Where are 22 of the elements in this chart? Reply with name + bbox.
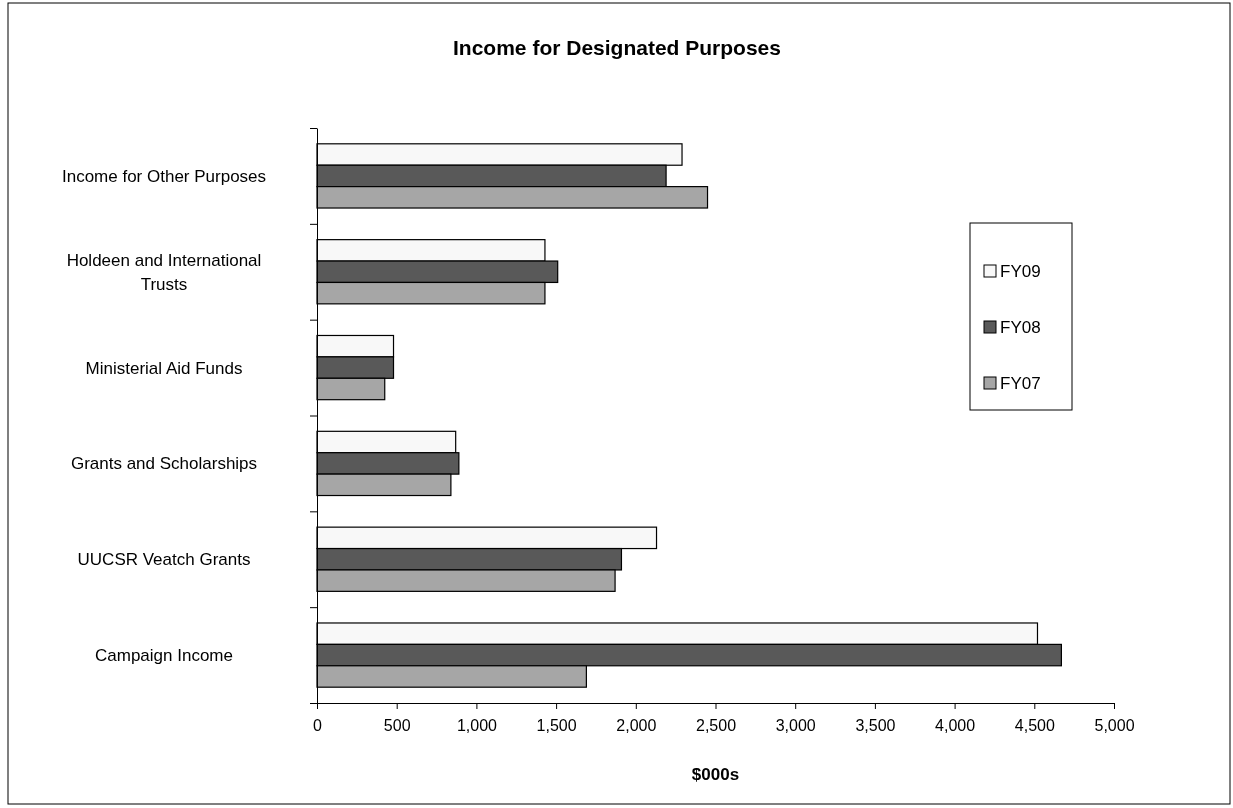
x-tick-label: 500 xyxy=(383,717,411,735)
x-tick-label: 3,500 xyxy=(855,717,896,735)
x-tick-label: 2,500 xyxy=(695,717,737,735)
y-tick-label: Holdeen and International Trusts xyxy=(66,250,262,294)
y-tick-label: Grants and Scholarships xyxy=(70,454,258,474)
y-tick-label: Campaign Income xyxy=(95,646,233,666)
x-tick-label: 1,000 xyxy=(456,717,498,735)
x-tick-label: 2,000 xyxy=(616,717,657,735)
x-tick-label: 3,000 xyxy=(775,717,816,735)
legend-label: FY07 xyxy=(1000,374,1041,393)
x-tick-label: 4,000 xyxy=(935,717,976,735)
x-tick-label: 1,500 xyxy=(536,717,577,735)
y-tick-label: UUCSR Veatch Grants xyxy=(77,550,251,570)
y-tick-label: Ministerial Aid Funds xyxy=(85,358,243,378)
legend-label: FY09 xyxy=(1000,262,1041,281)
x-axis-title: $000s xyxy=(691,765,740,784)
chart-title: Income for Designated Purposes xyxy=(453,36,781,59)
x-tick-label: 4,500 xyxy=(1014,717,1055,735)
legend-label: FY08 xyxy=(1000,318,1041,337)
y-tick-label: Income for Other Purposes xyxy=(61,166,267,186)
x-tick-label: 5,000 xyxy=(1094,717,1135,735)
x-tick-label: 0 xyxy=(313,717,323,735)
